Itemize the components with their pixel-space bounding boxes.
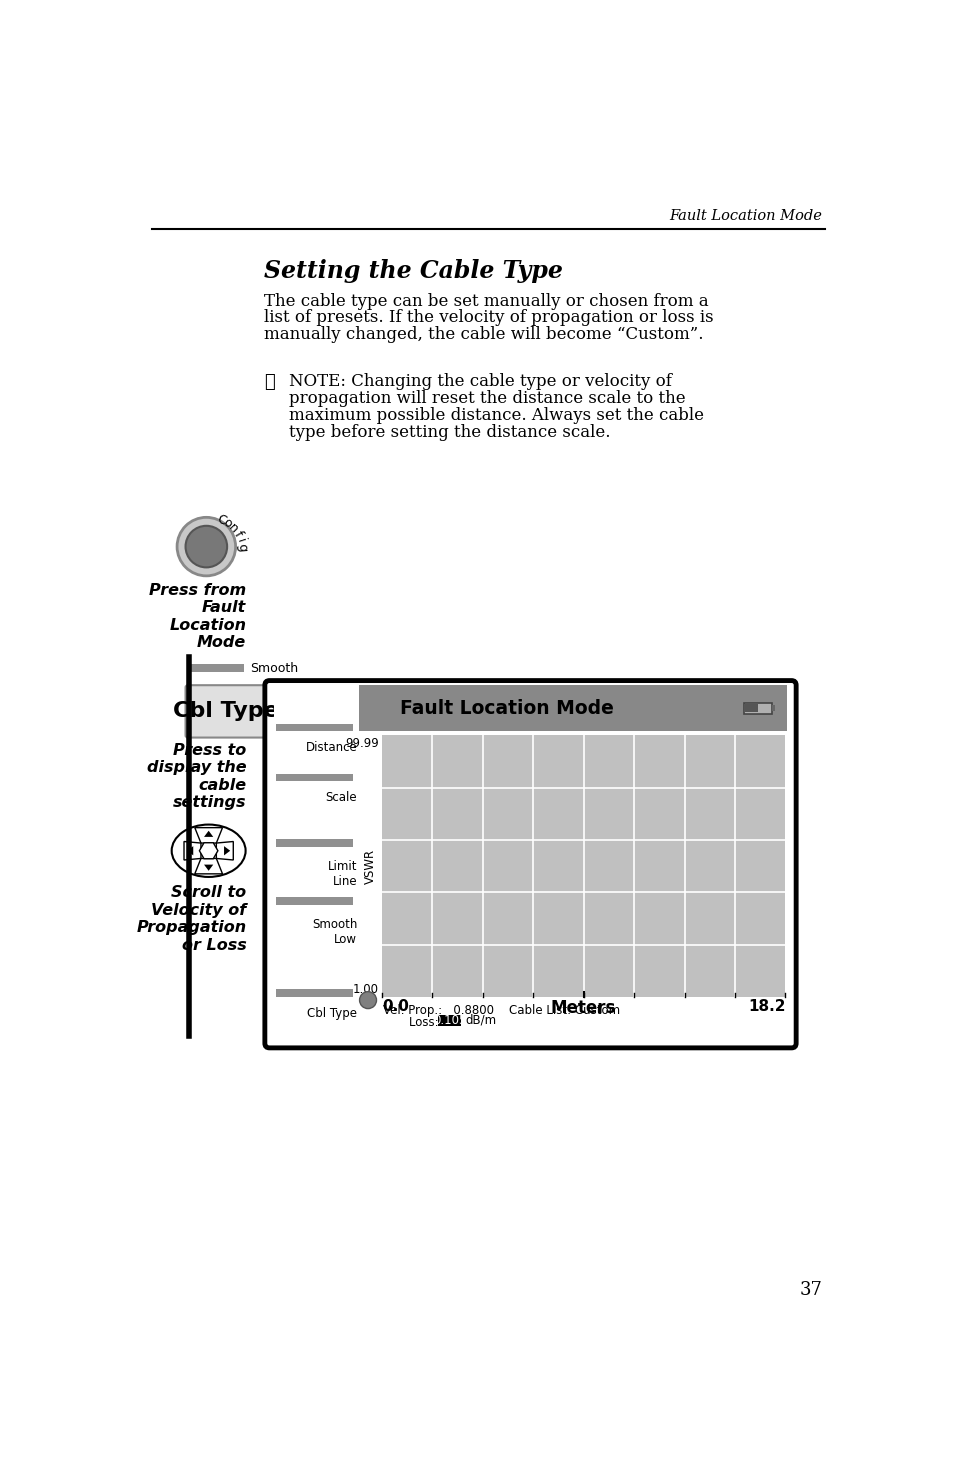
Text: C: C [214, 512, 228, 528]
Ellipse shape [185, 525, 227, 568]
Text: The cable type can be set manually or chosen from a: The cable type can be set manually or ch… [264, 292, 708, 310]
Text: Smooth
Low: Smooth Low [312, 917, 356, 945]
Text: Meters: Meters [551, 1000, 616, 1018]
Polygon shape [216, 842, 233, 860]
Text: type before setting the distance scale.: type before setting the distance scale. [289, 425, 610, 441]
Text: g: g [235, 543, 249, 552]
Text: Limit
Line: Limit Line [328, 860, 356, 888]
Text: Loss:: Loss: [409, 1016, 445, 1030]
Text: o: o [221, 516, 234, 531]
Polygon shape [187, 847, 193, 856]
Polygon shape [194, 827, 222, 844]
Text: Distance: Distance [305, 742, 356, 754]
Text: 99.99: 99.99 [345, 738, 378, 749]
Bar [275, 897, 353, 904]
Circle shape [359, 991, 376, 1009]
Polygon shape [204, 864, 213, 870]
Text: n: n [226, 521, 240, 535]
Bar [274, 732, 358, 1002]
Text: dB/m: dB/m [464, 1013, 496, 1027]
Text: Vel. Prop.:   0.8800    Cable List: Custom: Vel. Prop.: 0.8800 Cable List: Custom [383, 1004, 619, 1016]
Text: Fault Location Mode: Fault Location Mode [669, 208, 821, 223]
Polygon shape [199, 842, 217, 858]
Bar [274, 686, 358, 732]
Text: 37: 37 [799, 1280, 821, 1298]
Bar [275, 990, 353, 997]
FancyBboxPatch shape [185, 686, 267, 738]
Text: f: f [231, 528, 244, 538]
FancyBboxPatch shape [265, 680, 796, 1047]
Text: NOTE: Changing the cable type or velocity of: NOTE: Changing the cable type or velocit… [289, 373, 672, 391]
Text: Fault Location Mode: Fault Location Mode [400, 699, 614, 718]
Bar [381, 735, 784, 997]
Text: propagation will reset the distance scale to the: propagation will reset the distance scal… [289, 391, 685, 407]
Text: Cbl Type: Cbl Type [173, 702, 279, 721]
Bar [437, 1015, 460, 1025]
Bar [275, 724, 353, 732]
Text: 18.2: 18.2 [747, 1000, 784, 1015]
Ellipse shape [172, 825, 245, 878]
Text: Scroll to
Velocity of
Propagation
or Loss: Scroll to Velocity of Propagation or Los… [136, 885, 246, 953]
Text: Press from
Fault
Location
Mode: Press from Fault Location Mode [149, 583, 246, 650]
Text: manually changed, the cable will become “Custom”.: manually changed, the cable will become … [264, 326, 703, 344]
Bar [275, 774, 353, 782]
Polygon shape [204, 830, 213, 836]
Polygon shape [224, 847, 230, 856]
Bar [744, 705, 757, 712]
Bar [189, 664, 244, 673]
Text: Scale: Scale [325, 792, 356, 804]
Polygon shape [184, 842, 201, 860]
Text: i: i [234, 537, 248, 544]
Text: Smooth: Smooth [250, 662, 298, 674]
Text: VSWR: VSWR [363, 848, 376, 884]
Bar [771, 705, 775, 711]
Ellipse shape [177, 518, 235, 575]
Text: 0.0: 0.0 [381, 1000, 408, 1015]
Polygon shape [194, 858, 222, 873]
Bar [275, 839, 353, 847]
Text: ☛: ☛ [264, 373, 274, 391]
Bar [274, 1027, 786, 1038]
Text: Cbl Type: Cbl Type [307, 1007, 356, 1021]
Bar [743, 704, 771, 714]
Text: list of presets. If the velocity of propagation or loss is: list of presets. If the velocity of prop… [264, 310, 713, 326]
Text: Setting the Cable Type: Setting the Cable Type [264, 260, 562, 283]
Bar [274, 686, 786, 732]
Text: maximum possible distance. Always set the cable: maximum possible distance. Always set th… [289, 407, 703, 425]
Text: 1.00: 1.00 [353, 982, 378, 996]
Text: Press to
display the
cable
settings: Press to display the cable settings [147, 743, 246, 810]
Text: 0.105: 0.105 [433, 1013, 466, 1027]
